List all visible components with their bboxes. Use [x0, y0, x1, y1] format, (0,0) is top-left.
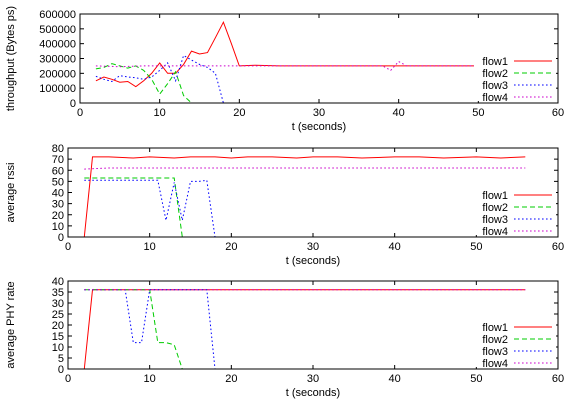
plot-frame [79, 13, 559, 104]
y-tick-label: 600000 [39, 9, 76, 21]
y-tick-label: 200000 [39, 68, 76, 80]
y-tick-label: 50 [52, 176, 64, 188]
y-tick-label: 70 [52, 154, 64, 166]
legend-label: flow1 [482, 322, 508, 334]
legend-label: flow2 [482, 334, 508, 346]
x-tick-label: 60 [552, 373, 564, 385]
x-tick-label: 30 [307, 373, 319, 385]
y-tick-label: 400000 [39, 39, 76, 51]
panel-1: 0 10 20 30 40 50 60010000020000030000040000050… [5, 6, 564, 133]
y-tick-label: 60 [52, 165, 64, 177]
legend-label: flow3 [482, 214, 508, 226]
y-axis-label: average rssi [5, 163, 17, 223]
x-tick-label: 20 [233, 107, 245, 119]
series-line-flow2 [84, 289, 183, 370]
y-tick-label: 35 [52, 287, 64, 299]
y-tick-label: 0 [70, 98, 76, 110]
y-tick-label: 10 [52, 342, 64, 354]
x-tick-label: 0 [65, 373, 71, 385]
y-tick-label: 100000 [39, 83, 76, 95]
legend-label: flow1 [482, 190, 508, 202]
series-line-flow3 [95, 54, 224, 104]
plot-frame [67, 147, 559, 238]
x-tick-label: 10 [144, 373, 156, 385]
x-tick-label: 50 [470, 373, 482, 385]
x-tick-label: 10 [154, 107, 166, 119]
series-line-flow2 [84, 177, 183, 238]
x-axis-label: t (seconds) [286, 387, 340, 399]
y-tick-label: 0 [58, 364, 64, 376]
series-line-flow4 [95, 60, 527, 72]
x-tick-label: 30 [307, 241, 319, 253]
y-tick-label: 0 [58, 232, 64, 244]
y-tick-label: 30 [52, 298, 64, 310]
x-tick-label: 20 [225, 241, 237, 253]
y-tick-label: 500000 [39, 24, 76, 36]
y-tick-label: 20 [52, 320, 64, 332]
legend-label: flow3 [482, 80, 508, 92]
legend-label: flow4 [482, 358, 508, 370]
x-tick-label: 40 [389, 241, 401, 253]
x-tick-label: 50 [472, 107, 484, 119]
series-line-flow1 [95, 20, 527, 88]
x-tick-label: 20 [225, 373, 237, 385]
legend-label: flow1 [482, 56, 508, 68]
series-line-flow2 [95, 63, 192, 104]
x-tick-label: 0 [77, 107, 83, 119]
legend-label: flow4 [482, 92, 508, 104]
series-line-flow4 [84, 167, 526, 170]
y-tick-label: 15 [52, 331, 64, 343]
x-tick-label: 40 [393, 107, 405, 119]
legend-label: flow3 [482, 346, 508, 358]
y-tick-label: 10 [52, 221, 64, 233]
y-tick-label: 300000 [39, 54, 76, 66]
x-axis-label: t (seconds) [286, 255, 340, 267]
x-tick-label: 60 [552, 107, 564, 119]
x-tick-label: 10 [144, 241, 156, 253]
y-tick-label: 25 [52, 309, 64, 321]
x-tick-label: 40 [389, 373, 401, 385]
legend-label: flow2 [482, 68, 508, 80]
x-tick-label: 0 [65, 241, 71, 253]
x-tick-label: 60 [552, 241, 564, 253]
legend-label: flow2 [482, 202, 508, 214]
series-line-flow1 [83, 289, 526, 370]
series-line-flow1 [83, 156, 526, 238]
y-tick-label: 5 [58, 353, 64, 365]
series-line-flow3 [84, 179, 216, 238]
y-axis-label: average PHY rate [5, 281, 17, 368]
plot-frame [67, 280, 559, 370]
y-tick-label: 20 [52, 210, 64, 222]
panel-2: 0 10 20 30 40 50 6001020304050607080flow1flow2… [5, 143, 564, 267]
x-axis-label: t (seconds) [292, 121, 346, 133]
y-tick-label: 40 [52, 276, 64, 288]
y-tick-label: 40 [52, 188, 64, 200]
legend-label: flow4 [482, 226, 508, 238]
panel-3: 0 10 20 30 40 50 600510152025303540flow1flow2f… [5, 276, 564, 399]
y-axis-label: throughput (Bytes ps) [5, 6, 17, 111]
x-tick-label: 50 [470, 241, 482, 253]
y-tick-label: 80 [52, 143, 64, 155]
y-tick-label: 30 [52, 199, 64, 211]
series-line-flow3 [84, 289, 216, 370]
x-tick-label: 30 [313, 107, 325, 119]
